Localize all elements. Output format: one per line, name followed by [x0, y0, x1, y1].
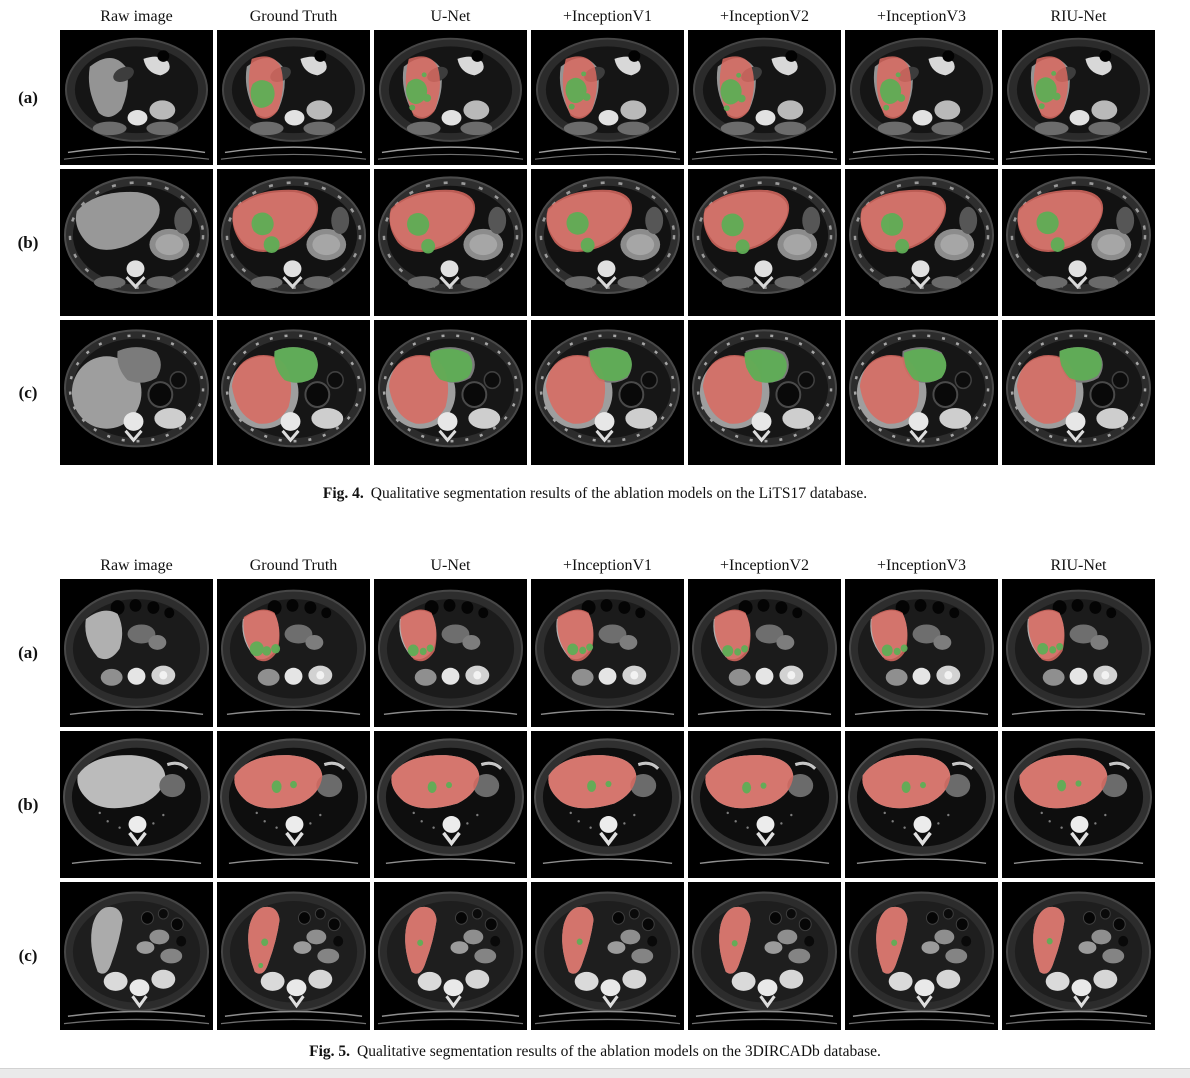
ct-tile-figure-5-a-raw-image [60, 579, 213, 727]
column-header-inceptionv1: +InceptionV1 [563, 557, 652, 574]
figure-4-caption: Fig. 4. Qualitative segmentation results … [0, 485, 1190, 503]
figure-4-block: Raw image Ground Truth U-Net +InceptionV1 +I… [0, 0, 1190, 503]
ct-tile-figure-4-b-inceptionv2 [688, 169, 841, 316]
ct-tile-figure-4-a-ground-truth [217, 30, 370, 165]
ct-tile-figure-5-c-inceptionv1 [531, 882, 684, 1030]
column-header-inceptionv3: +InceptionV3 [877, 557, 966, 574]
column-header-ground-truth: Ground Truth [249, 8, 338, 25]
row-label-c: (c) [18, 946, 38, 965]
ct-tile-figure-5-a-riu-net [1002, 579, 1155, 727]
ct-tile-figure-4-a-inceptionv1 [531, 30, 684, 165]
ct-tile-figure-4-b-raw-image [60, 169, 213, 316]
ct-tile-figure-4-b-inceptionv1 [531, 169, 684, 316]
row-label-b: (b) [17, 794, 39, 814]
figure-4-grid: Raw image Ground Truth U-Net +InceptionV1 +I… [0, 6, 1190, 465]
ct-tile-figure-5-b-raw-image [60, 731, 213, 878]
column-header-riu-net: RIU-Net [1050, 8, 1107, 25]
column-header-raw-image: Raw image [100, 8, 173, 25]
column-header-u-net: U-Net [430, 8, 471, 25]
bottom-scroll-strip [0, 1068, 1190, 1078]
ct-tile-figure-5-a-inceptionv1 [531, 579, 684, 727]
ct-tile-figure-4-c-inceptionv1 [531, 320, 684, 465]
ct-tile-figure-4-c-inceptionv2 [688, 320, 841, 465]
ct-tile-figure-4-b-u-net [374, 169, 527, 316]
row-label-b: (b) [17, 232, 39, 252]
column-header-ground-truth: Ground Truth [249, 557, 338, 574]
ct-tile-figure-4-a-inceptionv2 [688, 30, 841, 165]
ct-tile-figure-5-c-riu-net [1002, 882, 1155, 1030]
ct-tile-figure-5-b-inceptionv2 [688, 731, 841, 878]
figure-5-grid: Raw image Ground Truth U-Net +InceptionV1 +I… [0, 555, 1190, 1030]
ct-tile-figure-4-a-riu-net [1002, 30, 1155, 165]
column-header-riu-net: RIU-Net [1050, 557, 1107, 574]
ct-tile-figure-5-c-raw-image [60, 882, 213, 1030]
ct-tile-figure-5-c-ground-truth [217, 882, 370, 1030]
column-header-raw-image: Raw image [100, 557, 173, 574]
ct-tile-figure-4-c-raw-image [60, 320, 213, 465]
ct-tile-figure-5-b-inceptionv1 [531, 731, 684, 878]
figure-5-caption: Fig. 5. Qualitative segmentation results … [0, 1043, 1190, 1061]
ct-tile-figure-5-a-inceptionv3 [845, 579, 998, 727]
ct-tile-figure-4-b-ground-truth [217, 169, 370, 316]
ct-tile-figure-5-c-u-net [374, 882, 527, 1030]
row-label-c: (c) [18, 382, 38, 402]
ct-tile-figure-5-b-riu-net [1002, 731, 1155, 878]
ct-tile-figure-5-a-inceptionv2 [688, 579, 841, 727]
header-spacer [0, 6, 56, 26]
figure-4-caption-text: Qualitative segmentation results of the … [370, 485, 868, 502]
column-header-inceptionv2: +InceptionV2 [720, 8, 809, 25]
ct-tile-figure-4-b-inceptionv3 [845, 169, 998, 316]
column-header-inceptionv1: +InceptionV1 [563, 8, 652, 25]
ct-tile-figure-5-b-u-net [374, 731, 527, 878]
ct-tile-figure-5-a-ground-truth [217, 579, 370, 727]
ct-tile-figure-5-a-u-net [374, 579, 527, 727]
figure-5-block: Raw image Ground Truth U-Net +InceptionV1 +I… [0, 549, 1190, 1061]
ct-tile-figure-5-c-inceptionv2 [688, 882, 841, 1030]
ct-tile-figure-5-c-inceptionv3 [845, 882, 998, 1030]
ct-tile-figure-4-c-inceptionv3 [845, 320, 998, 465]
ct-tile-figure-4-c-riu-net [1002, 320, 1155, 465]
header-spacer [0, 555, 56, 575]
row-label-a: (a) [18, 87, 38, 107]
ct-tile-figure-4-c-u-net [374, 320, 527, 465]
column-header-u-net: U-Net [430, 557, 471, 574]
column-header-inceptionv2: +InceptionV2 [720, 557, 809, 574]
figure-5-caption-text: Qualitative segmentation results of the … [357, 1043, 881, 1060]
ct-tile-figure-4-a-u-net [374, 30, 527, 165]
ct-tile-figure-4-c-ground-truth [217, 320, 370, 465]
ct-tile-figure-5-b-inceptionv3 [845, 731, 998, 878]
figure-4-caption-label: Fig. 4. [322, 485, 364, 502]
column-header-inceptionv3: +InceptionV3 [877, 8, 966, 25]
figure-5-caption-label: Fig. 5. [309, 1043, 351, 1060]
row-label-a: (a) [18, 643, 38, 662]
ct-tile-figure-4-a-inceptionv3 [845, 30, 998, 165]
ct-tile-figure-4-a-raw-image [60, 30, 213, 165]
ct-tile-figure-4-b-riu-net [1002, 169, 1155, 316]
ct-tile-figure-5-b-ground-truth [217, 731, 370, 878]
